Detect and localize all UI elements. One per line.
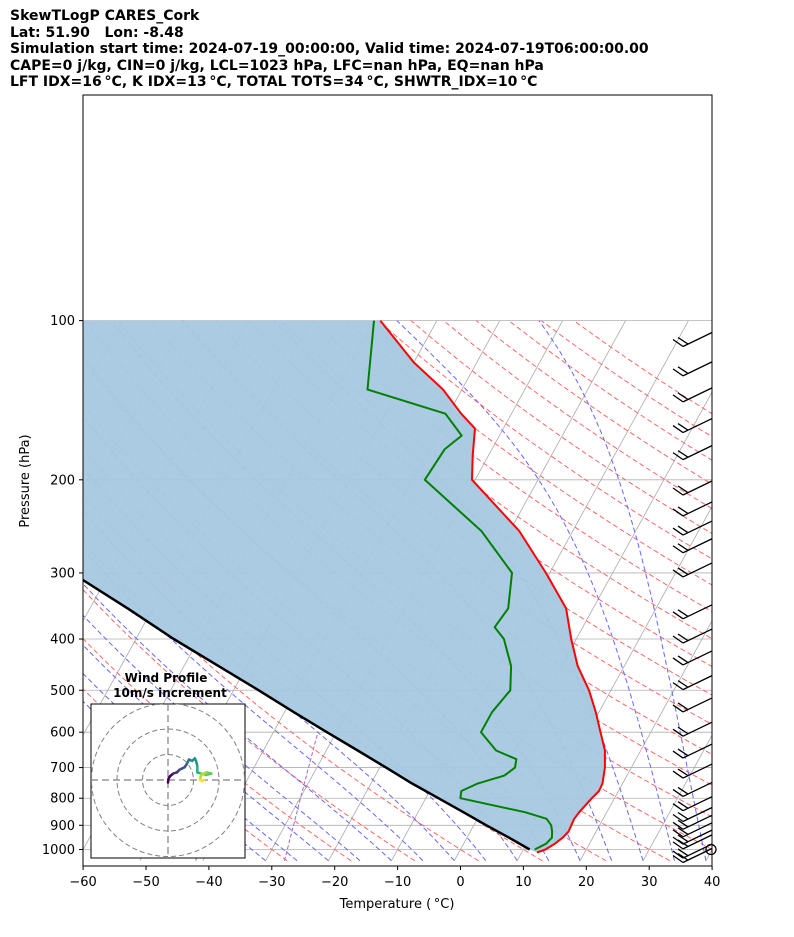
wind-barb [672,628,713,644]
wind-barb [672,829,713,845]
moist-adiabat [83,583,392,862]
wind-barb [672,417,713,434]
dry-adiabat [182,320,712,725]
moist-adiabat [83,672,298,862]
y-tick-label: 200 [50,473,75,488]
hodograph-ring [91,704,245,857]
wind-barb [672,562,713,578]
x-tick-label: 0 [456,875,464,890]
x-tick-label: 10 [515,875,532,890]
dry-adiabat [83,541,479,862]
wind-barb [672,480,713,496]
wind-barb [672,501,713,517]
y-tick-label: 400 [50,633,75,648]
wind-barb [672,814,713,830]
wind-barb [672,834,713,850]
x-axis-label: Temperature ( °C) [339,897,455,912]
wind-barb [672,538,713,554]
y-axis-label: Pressure (hPa) [18,434,33,527]
header-times: Simulation start time: 2024-07-19_00:00:… [10,41,649,58]
isotherm-gridline [642,734,712,861]
wind-barbs [672,331,717,864]
header-cape: CAPE=0 j/kg, CIN=0 j/kg, LCL=1023 hPa, L… [10,57,544,74]
isotherm-gridline [579,620,712,861]
header-station: SkewTLogP CARES_Cork [10,8,200,24]
wind-barb [672,822,713,838]
x-tick-label: −10 [384,875,411,890]
header-location: Lat: 51.90 Lon: -8.48 [10,24,184,41]
wind-barb [672,361,713,377]
dry-adiabat [345,320,712,586]
chart-header: SkewTLogP CARES_Cork Lat: 51.90 Lon: -8.4… [10,8,649,91]
moist-adiabat [83,644,329,862]
wind-barb [672,675,713,691]
parcel-profile [83,578,531,851]
y-tick-label: 300 [50,566,75,581]
y-tick-label: 600 [50,726,75,741]
wind-barb [672,604,713,620]
wind-barb [672,743,713,759]
wind-barb [672,796,713,812]
axes: −60 −50 −40 −30 −20 −10 0 10 20 30 40 1000 900 800 700… [42,314,720,890]
x-tick-label: −20 [321,875,348,890]
x-tick-label: 20 [578,875,595,890]
wind-barb [672,520,713,536]
hodograph-title: Wind Profile [125,671,208,685]
x-tick-label: 40 [704,875,721,890]
cin-shading [83,320,605,853]
y-tick-label: 1000 [42,843,75,858]
x-tick-label: −40 [195,875,222,890]
dewpoint-profile [366,320,554,851]
moist-adiabat [83,548,424,862]
moist-adiabat [83,614,361,862]
header-indices: LFT IDX=16 °C, K IDX=13 °C, TOTAL TOTS=3… [10,74,538,91]
wind-barb [672,847,713,864]
moist-adiabat [538,320,707,861]
hodograph-subtitle: 10m/s increment [113,686,227,700]
hodograph-segment [201,778,205,783]
temperature-profile [379,319,606,854]
mixing-ratio-line [284,732,319,861]
y-tick-label: 100 [50,314,75,329]
wind-barb [672,331,713,348]
hodograph-inset: Wind Profile 10m/s increment [90,671,246,859]
x-tick-label: −60 [69,875,96,890]
wind-barb [672,721,713,737]
wind-barb [672,806,713,823]
wind-barb [672,445,713,461]
y-tick-label: 800 [50,792,75,807]
isotherm-gridline [769,321,794,861]
wind-barb [672,763,713,779]
x-tick-label: −30 [258,875,285,890]
x-tick-label: −50 [132,875,159,890]
wind-barb [672,781,713,798]
x-tick-label: 30 [641,875,658,890]
isotherm-gridline [705,848,712,861]
calm-wind-marker [705,843,717,856]
wind-barb [672,650,713,666]
y-tick-label: 700 [50,761,75,776]
plot-area [0,319,794,862]
wind-barb [672,387,713,403]
y-tick-label: 900 [50,819,75,834]
isotherm-gridline [0,321,59,861]
moist-adiabat [396,320,675,861]
y-tick-label: 500 [50,684,75,699]
wind-barb [672,697,713,713]
